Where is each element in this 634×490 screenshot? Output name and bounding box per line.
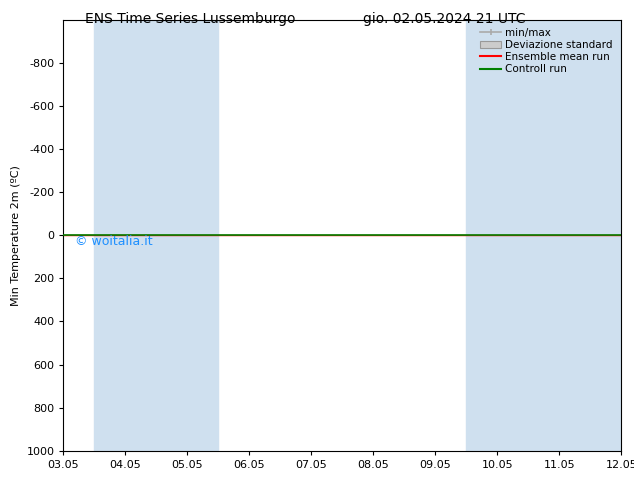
Text: © woitalia.it: © woitalia.it [75, 235, 152, 248]
Text: gio. 02.05.2024 21 UTC: gio. 02.05.2024 21 UTC [363, 12, 525, 26]
Legend: min/max, Deviazione standard, Ensemble mean run, Controll run: min/max, Deviazione standard, Ensemble m… [477, 25, 616, 77]
Bar [94, 20, 218, 451]
Y-axis label: Min Temperature 2m (ºC): Min Temperature 2m (ºC) [11, 165, 21, 306]
Bar [467, 20, 621, 451]
Text: ENS Time Series Lussemburgo: ENS Time Series Lussemburgo [85, 12, 295, 26]
